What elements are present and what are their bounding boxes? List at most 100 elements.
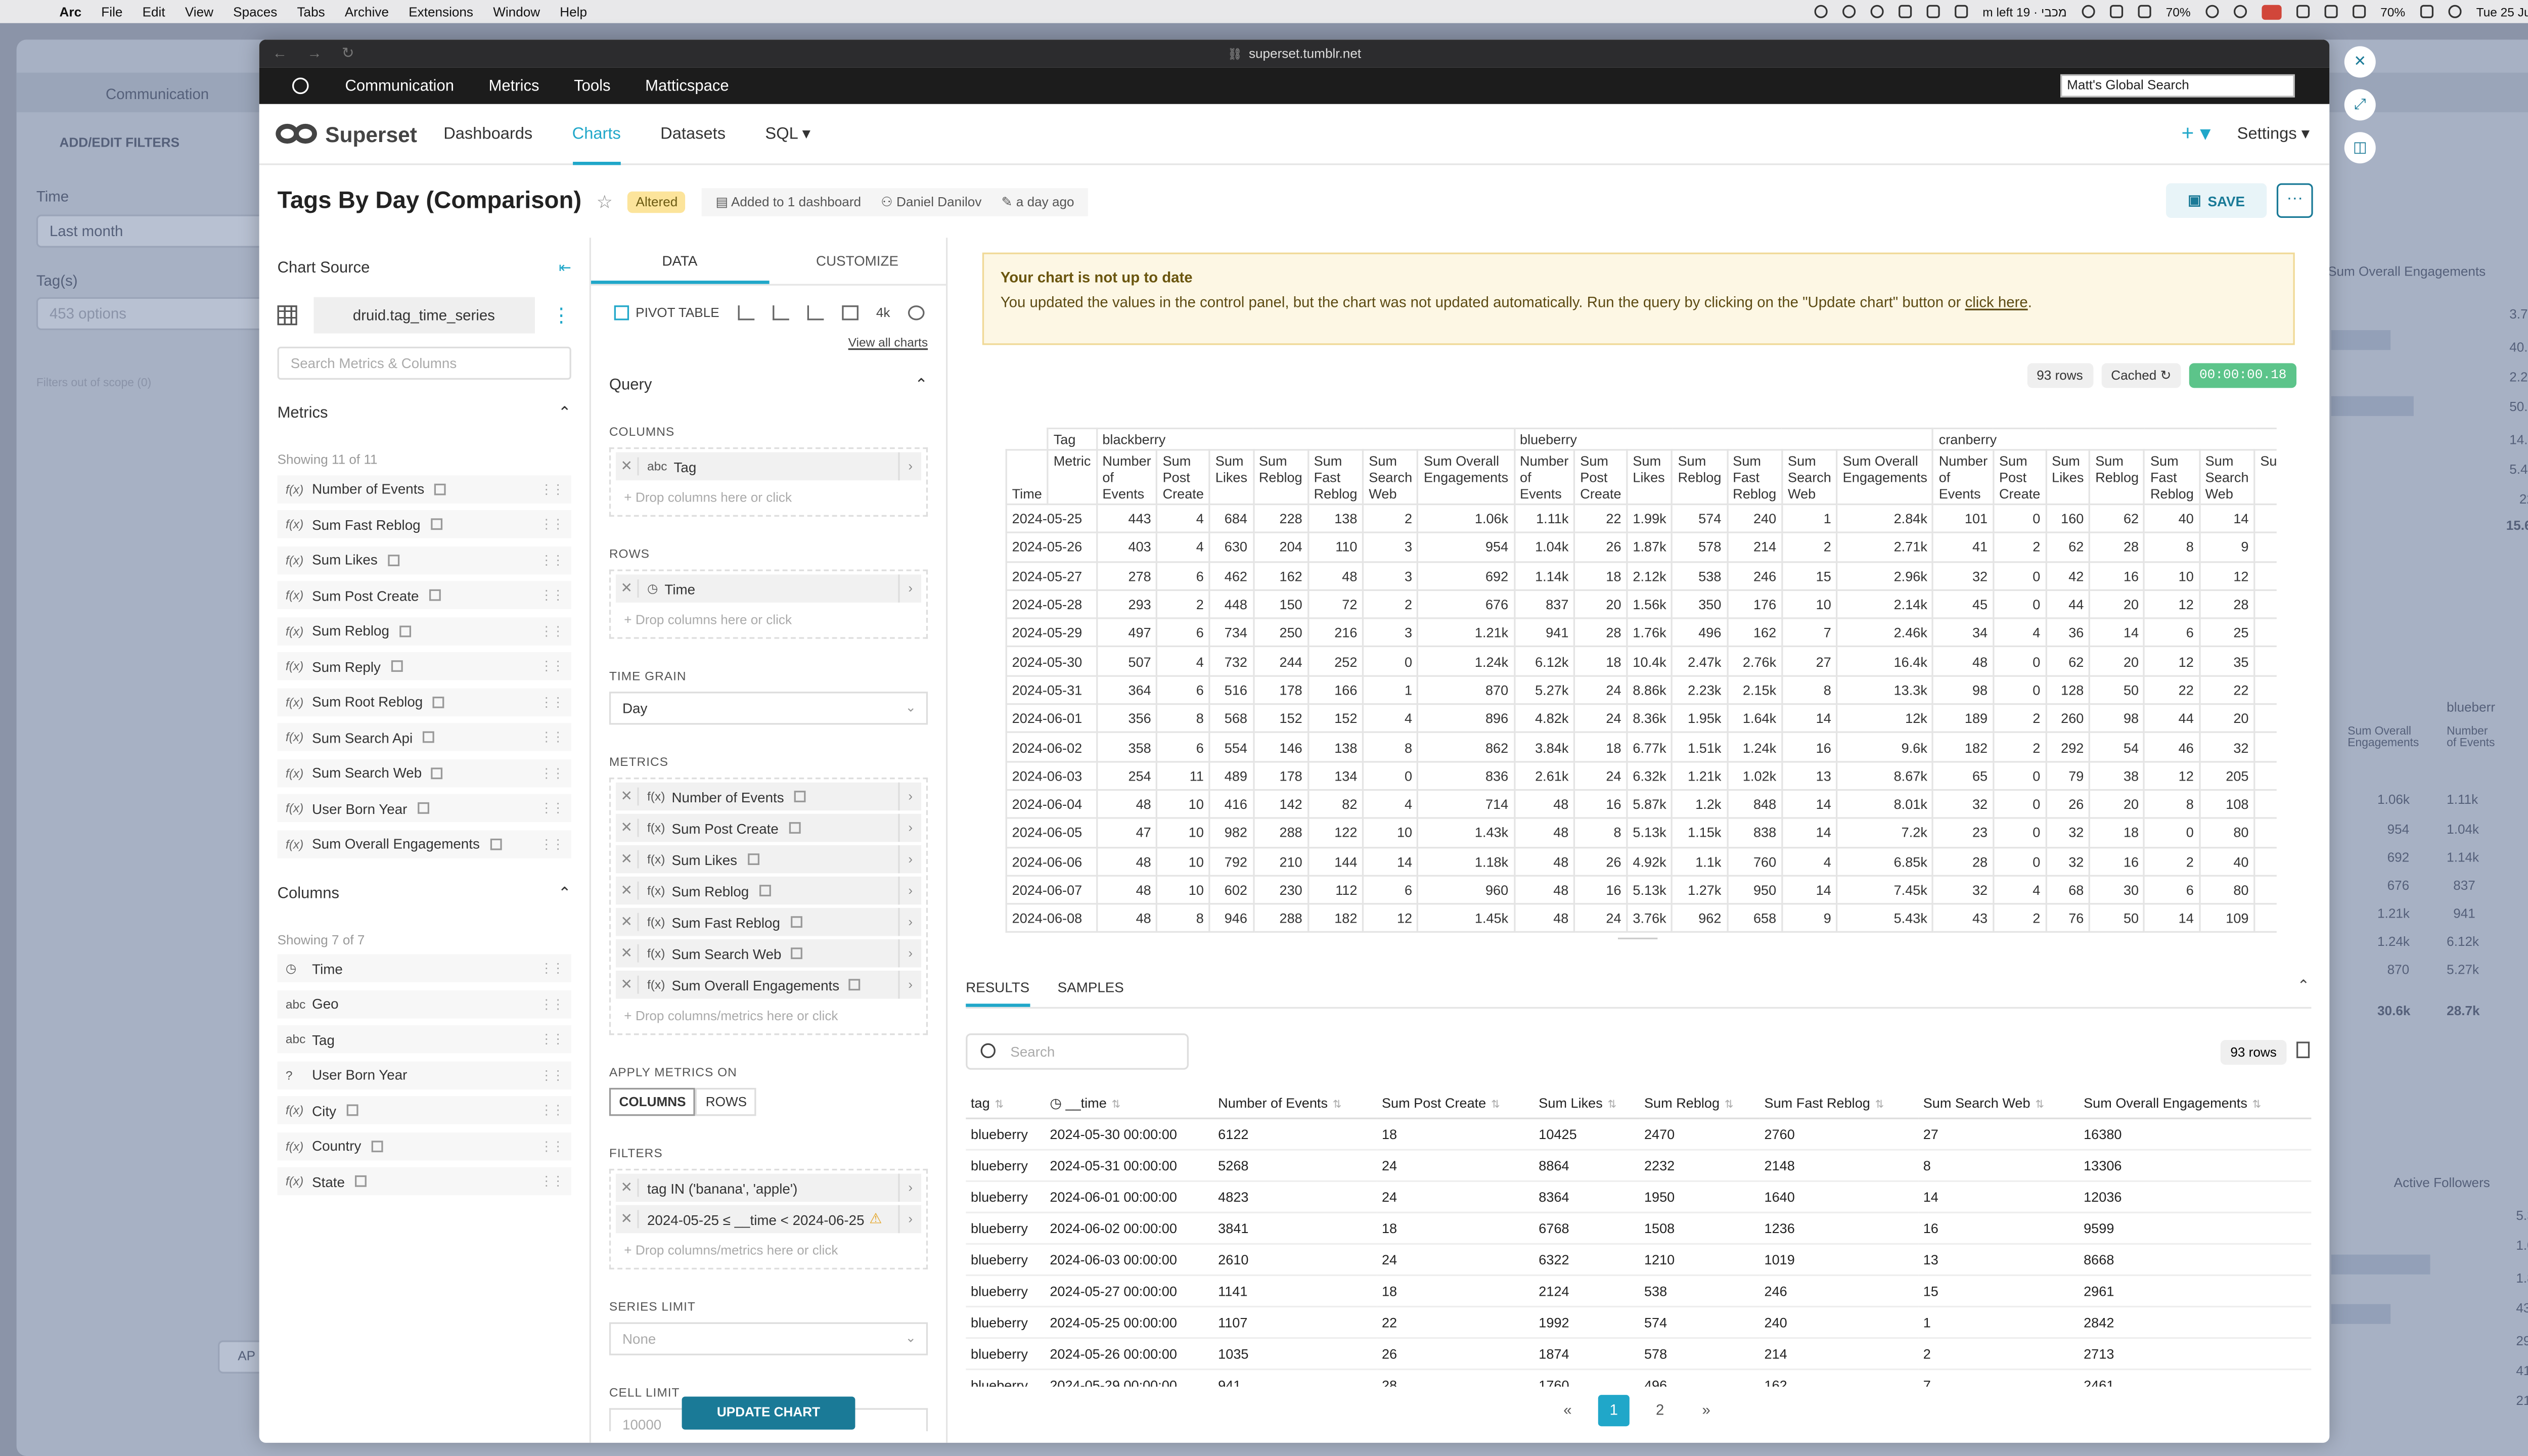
- wordpress-logo-icon[interactable]: [292, 77, 309, 95]
- drag-handle-icon[interactable]: ⋮⋮: [539, 517, 565, 532]
- drag-handle-icon[interactable]: ⋮⋮: [539, 552, 565, 567]
- info-icon[interactable]: [399, 624, 411, 636]
- results-column-header[interactable]: Sum Fast Reblog ⇅: [1759, 1089, 1918, 1119]
- refresh-icon[interactable]: ↻: [2160, 368, 2172, 383]
- drag-handle-icon[interactable]: ⋮⋮: [539, 1103, 565, 1118]
- remove-icon[interactable]: ✕: [616, 975, 639, 994]
- remove-icon[interactable]: ✕: [616, 457, 639, 476]
- favorite-star-icon[interactable]: ☆: [596, 192, 613, 212]
- add-new-button[interactable]: + ▾: [2181, 120, 2211, 146]
- more-actions-button[interactable]: ···: [2276, 183, 2313, 218]
- metric-item[interactable]: f(x) Sum Post Create ⋮⋮: [277, 581, 571, 609]
- pivot-metric-header[interactable]: Sum Reblog: [2089, 449, 2146, 506]
- results-column-header[interactable]: Number of Events ⇅: [1213, 1089, 1377, 1119]
- info-icon[interactable]: [794, 791, 806, 802]
- info-icon[interactable]: [417, 802, 429, 814]
- menu-file[interactable]: File: [101, 4, 123, 19]
- menubar-clock[interactable]: Tue 25 Jun 14:41: [2476, 4, 2528, 19]
- info-icon[interactable]: [431, 766, 443, 779]
- metric-item[interactable]: f(x) Sum Root Reblog ⋮⋮: [277, 687, 571, 716]
- info-icon[interactable]: [354, 1175, 367, 1187]
- expand-icon[interactable]: ⤢: [2344, 89, 2376, 121]
- cloud-icon[interactable]: [2082, 5, 2095, 18]
- column-item[interactable]: ? User Born Year ⋮⋮: [277, 1060, 571, 1089]
- results-table-container[interactable]: tag ⇅ ◷ __time ⇅ Number of Events ⇅ Sum Post C…: [966, 1089, 2312, 1387]
- results-column-header[interactable]: Sum Search Web ⇅: [1918, 1089, 2079, 1119]
- pivot-metric-header[interactable]: Sum Search Web: [1362, 449, 1419, 506]
- pivot-metric-header[interactable]: Sum Fast Reblog: [1726, 449, 1783, 506]
- metric-pill[interactable]: ✕ f(x) Number of Events ›: [615, 782, 922, 811]
- drag-handle-icon[interactable]: ⋮⋮: [539, 694, 565, 709]
- menu-view[interactable]: View: [185, 4, 213, 19]
- remove-icon[interactable]: ✕: [616, 579, 639, 598]
- info-icon[interactable]: [371, 1140, 383, 1152]
- results-column-header[interactable]: tag ⇅: [966, 1089, 1045, 1119]
- tab-customize[interactable]: CUSTOMIZE: [816, 252, 898, 269]
- chevron-right-icon[interactable]: ›: [898, 1173, 921, 1202]
- tag-icon[interactable]: [2296, 5, 2310, 18]
- reload-icon[interactable]: ↻: [341, 44, 354, 61]
- metric-item[interactable]: f(x) Sum Likes ⋮⋮: [277, 545, 571, 574]
- resize-handle[interactable]: [1617, 937, 1658, 939]
- sort-icon[interactable]: ⇅: [1875, 1100, 1884, 1112]
- datasource-menu-icon[interactable]: ⋮: [551, 303, 571, 327]
- time-grain-select[interactable]: Day ⌄: [609, 692, 928, 725]
- screen-icon[interactable]: [2138, 5, 2151, 18]
- search-app-icon[interactable]: [1898, 5, 1912, 18]
- menu-archive[interactable]: Archive: [344, 4, 389, 19]
- topnav-matticspace[interactable]: Matticspace: [645, 76, 729, 95]
- alert-click-here-link[interactable]: click here: [1965, 294, 2028, 310]
- microphone-icon[interactable]: [2262, 4, 2282, 19]
- results-column-header[interactable]: ◷ __time ⇅: [1045, 1089, 1213, 1119]
- table-chart-icon[interactable]: [841, 305, 858, 321]
- battery-percent[interactable]: 70%: [2165, 4, 2191, 19]
- pivot-metric-header[interactable]: Sum Reblog: [1671, 449, 1728, 506]
- metric-item[interactable]: f(x) User Born Year ⋮⋮: [277, 794, 571, 823]
- nav-charts[interactable]: Charts: [572, 103, 621, 164]
- sort-icon[interactable]: ⇅: [1607, 1100, 1617, 1112]
- drag-handle-icon[interactable]: ⋮⋮: [539, 1138, 565, 1153]
- drop-rows-zone[interactable]: + Drop columns here or click: [624, 612, 792, 627]
- altered-badge[interactable]: Altered: [627, 191, 686, 212]
- remove-icon[interactable]: ✕: [616, 787, 639, 806]
- drag-handle-icon[interactable]: ⋮⋮: [539, 1031, 565, 1047]
- menu-extensions[interactable]: Extensions: [409, 4, 474, 19]
- area-chart-icon[interactable]: [806, 305, 824, 321]
- info-icon[interactable]: [387, 554, 399, 566]
- global-search-input[interactable]: Matt's Global Search: [2060, 74, 2295, 98]
- menu-spaces[interactable]: Spaces: [233, 4, 278, 19]
- battery-widget-icon[interactable]: [2109, 5, 2123, 18]
- menu-help[interactable]: Help: [560, 4, 588, 19]
- wifi-icon[interactable]: [2352, 5, 2366, 18]
- bar-chart-icon[interactable]: [772, 305, 789, 321]
- forward-icon[interactable]: →: [307, 44, 322, 61]
- keyboard-icon[interactable]: [2324, 5, 2338, 18]
- chevron-right-icon[interactable]: ›: [898, 845, 921, 874]
- metric-item[interactable]: f(x) Sum Search Web ⋮⋮: [277, 758, 571, 787]
- menu-tabs[interactable]: Tabs: [297, 4, 325, 19]
- column-pill[interactable]: ✕ abc Tag ›: [615, 452, 922, 481]
- menu-edit[interactable]: Edit: [142, 4, 165, 19]
- split-view-icon[interactable]: ◫: [2344, 132, 2376, 164]
- pivot-metric-header[interactable]: Sum Likes: [1626, 449, 1673, 506]
- chevron-right-icon[interactable]: ›: [898, 1205, 921, 1234]
- columns-section-header[interactable]: Columns ⌃: [278, 884, 571, 902]
- bluetooth-icon[interactable]: [1926, 5, 1940, 18]
- drag-handle-icon[interactable]: ⋮⋮: [539, 481, 565, 496]
- pivot-group-header[interactable]: blackberry: [1096, 427, 1515, 451]
- nav-sql[interactable]: SQL ▾: [765, 124, 811, 143]
- remove-icon[interactable]: ✕: [616, 1178, 639, 1197]
- clock-icon[interactable]: [2205, 5, 2219, 18]
- info-icon[interactable]: [790, 916, 802, 928]
- info-icon[interactable]: [849, 979, 861, 991]
- pivot-table-container[interactable]: Tag blackberry blueberry cranberry Time Metri…: [1005, 427, 2277, 936]
- previous-page-button[interactable]: «: [1563, 1401, 1572, 1418]
- results-column-header[interactable]: Sum Reblog ⇅: [1639, 1089, 1759, 1119]
- metric-item[interactable]: f(x) Sum Fast Reblog ⋮⋮: [277, 510, 571, 538]
- menu-window[interactable]: Window: [493, 4, 540, 19]
- status-icon[interactable]: [1814, 5, 1828, 18]
- dashboard-count[interactable]: ▤ Added to 1 dashboard: [715, 194, 861, 209]
- metrics-columns-search[interactable]: Search Metrics & Columns: [277, 346, 571, 380]
- pivot-metric-header[interactable]: Sum Fast Reblog: [1307, 449, 1364, 506]
- chevron-up-icon[interactable]: ⌃: [558, 884, 571, 902]
